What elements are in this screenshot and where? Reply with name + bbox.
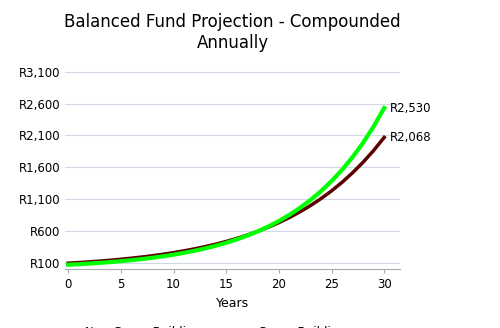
Non-Green Buildings [234, 236, 239, 240]
Non-Green Buildings [381, 135, 387, 139]
Legend: Non-Green Buildings, Green Buildings: Non-Green Buildings, Green Buildings [42, 321, 356, 328]
Non-Green Buildings [266, 225, 272, 229]
Non-Green Buildings [370, 149, 376, 153]
Green Buildings [308, 198, 314, 202]
Non-Green Buildings [181, 249, 187, 253]
Green Buildings [170, 253, 176, 257]
Green Buildings [328, 179, 334, 183]
Green Buildings [181, 251, 187, 255]
Non-Green Buildings [244, 233, 250, 237]
Title: Balanced Fund Projection - Compounded
Annually: Balanced Fund Projection - Compounded An… [64, 13, 401, 52]
Text: R2,068: R2,068 [390, 131, 431, 144]
Line: Non-Green Buildings: Non-Green Buildings [68, 137, 384, 263]
Green Buildings [381, 106, 387, 110]
Green Buildings [370, 124, 376, 128]
Text: R2,530: R2,530 [390, 102, 431, 114]
Non-Green Buildings [86, 260, 92, 264]
Non-Green Buildings [150, 254, 156, 258]
Green Buildings [150, 256, 156, 260]
Green Buildings [192, 249, 198, 253]
Non-Green Buildings [118, 257, 124, 261]
Non-Green Buildings [212, 242, 218, 246]
Green Buildings [297, 206, 303, 210]
Non-Green Buildings [65, 261, 71, 265]
Green Buildings [97, 261, 103, 265]
Non-Green Buildings [276, 221, 282, 225]
Non-Green Buildings [318, 197, 324, 201]
Green Buildings [76, 262, 82, 266]
Green Buildings [286, 213, 292, 217]
Green Buildings [202, 246, 208, 250]
Green Buildings [160, 254, 166, 258]
Non-Green Buildings [192, 247, 198, 251]
Line: Green Buildings: Green Buildings [68, 108, 384, 265]
X-axis label: Years: Years [216, 297, 249, 310]
Green Buildings [266, 225, 272, 229]
Green Buildings [318, 189, 324, 193]
Non-Green Buildings [160, 252, 166, 256]
Non-Green Buildings [223, 239, 229, 243]
Green Buildings [128, 258, 134, 262]
Green Buildings [255, 229, 261, 233]
Green Buildings [339, 168, 345, 172]
Non-Green Buildings [339, 180, 345, 184]
Green Buildings [360, 141, 366, 145]
Green Buildings [234, 237, 239, 241]
Non-Green Buildings [297, 210, 303, 214]
Non-Green Buildings [108, 258, 114, 262]
Non-Green Buildings [360, 160, 366, 164]
Non-Green Buildings [97, 259, 103, 263]
Non-Green Buildings [328, 189, 334, 193]
Green Buildings [212, 244, 218, 248]
Green Buildings [108, 260, 114, 264]
Green Buildings [244, 234, 250, 237]
Non-Green Buildings [202, 245, 208, 249]
Green Buildings [350, 155, 356, 159]
Non-Green Buildings [128, 256, 134, 260]
Non-Green Buildings [350, 171, 356, 175]
Green Buildings [139, 257, 145, 261]
Green Buildings [276, 219, 282, 223]
Non-Green Buildings [255, 229, 261, 233]
Green Buildings [65, 263, 71, 267]
Non-Green Buildings [286, 215, 292, 219]
Non-Green Buildings [308, 204, 314, 208]
Green Buildings [86, 261, 92, 265]
Green Buildings [223, 241, 229, 245]
Non-Green Buildings [139, 255, 145, 259]
Non-Green Buildings [76, 261, 82, 265]
Green Buildings [118, 259, 124, 263]
Non-Green Buildings [170, 251, 176, 255]
